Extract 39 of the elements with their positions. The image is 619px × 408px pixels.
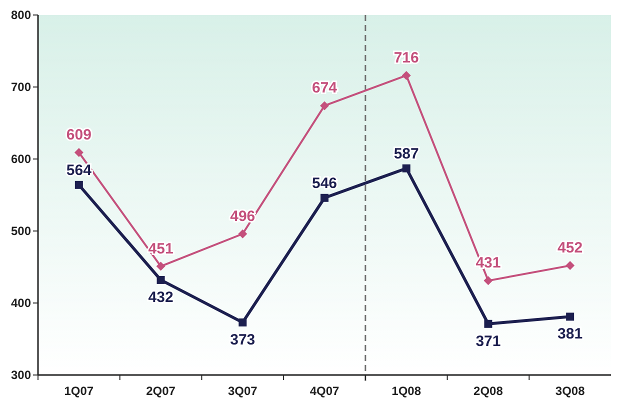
point <box>156 276 165 284</box>
x-tick-label: 1Q07 <box>64 384 94 398</box>
data-label: 432 <box>148 288 174 306</box>
point <box>566 261 575 270</box>
data-label: 373 <box>230 331 256 348</box>
data-label: 716 <box>394 49 419 66</box>
point <box>74 148 84 158</box>
y-tick-label: 600 <box>10 152 32 166</box>
x-tick-label: 3Q07 <box>228 384 258 398</box>
data-label: 546 <box>312 174 338 192</box>
point <box>320 194 328 202</box>
data-label: 587 <box>394 145 419 162</box>
y-tick-label: 500 <box>10 224 32 238</box>
x-tick-label: 3Q08 <box>555 384 586 398</box>
data-label: 609 <box>66 126 92 144</box>
data-label: 371 <box>476 332 501 350</box>
point <box>156 262 166 271</box>
point <box>74 180 83 189</box>
data-label: 674 <box>312 80 338 97</box>
point <box>484 276 493 286</box>
y-tick-label: 300 <box>10 368 32 382</box>
x-tick-label: 4Q07 <box>310 384 340 398</box>
point <box>238 229 248 238</box>
y-tick-label: 400 <box>10 296 32 310</box>
y-tick-label: 800 <box>10 8 32 22</box>
point <box>402 164 410 172</box>
y-tick-label: 700 <box>10 80 32 94</box>
data-label: 381 <box>558 326 583 343</box>
x-tick-label: 1Q08 <box>392 384 422 398</box>
point <box>320 101 329 110</box>
data-label: 564 <box>66 162 92 179</box>
point <box>402 70 411 80</box>
point <box>238 318 247 326</box>
data-label: 452 <box>558 240 583 257</box>
point <box>566 312 574 321</box>
data-label: 451 <box>148 240 174 258</box>
x-tick-label: 2Q07 <box>146 384 176 398</box>
point <box>484 320 492 328</box>
x-tick-label: 2Q08 <box>474 384 504 398</box>
